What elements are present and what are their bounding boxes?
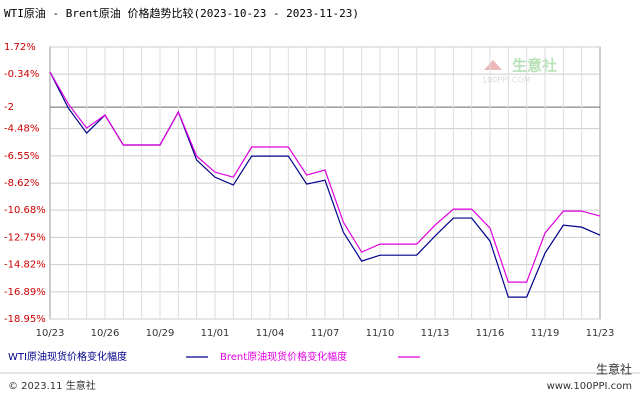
footer: © 2023.11 生意社	[8, 379, 96, 392]
x-tick-label: 10/26	[91, 328, 120, 339]
watermark-text: 生意社	[512, 57, 557, 75]
x-tick-label: 11/19	[531, 328, 560, 339]
x-tick-label: 10/23	[36, 328, 65, 339]
y-tick-label: -6.55%	[4, 151, 39, 162]
x-tick-label: 11/04	[256, 328, 285, 339]
logo	[484, 60, 502, 70]
watermark: 生意社 100PPI.COM	[482, 57, 557, 85]
x-tick-label: 11/16	[476, 328, 505, 339]
x-tick-label: 11/23	[586, 328, 615, 339]
site: www.100PPI.com	[547, 381, 632, 392]
y-tick-label: -8.62%	[4, 178, 39, 189]
y-tick-label: -18.95%	[4, 314, 46, 325]
y-tick-label: -12.75%	[4, 232, 46, 243]
y-tick-label: -16.89%	[4, 287, 46, 298]
y-tick-label: -14.82%	[4, 260, 46, 271]
y-tick-label: -10.68%	[4, 205, 46, 216]
legend-label: WTI原油现货价格变化幅度	[8, 350, 127, 363]
y-tick-label: -2	[4, 102, 14, 113]
x-tick-label: 11/13	[421, 328, 450, 339]
badge: 生意社	[596, 362, 632, 377]
x-tick-label: 11/10	[366, 328, 395, 339]
watermark-sub: 100PPI.COM	[482, 76, 531, 85]
line	[49, 71, 601, 283]
x-tick-label: 11/07	[311, 328, 340, 339]
legend-label: Brent原油现货价格变化幅度	[220, 350, 347, 363]
y-tick-label: -0.34%	[4, 69, 39, 80]
chart-title: WTI原油 - Brent原油 价格趋势比较(2023-10-23 - 2023…	[4, 6, 359, 20]
y-tick-label: 1.72%	[4, 42, 36, 53]
x-tick-label: 11/01	[201, 328, 230, 339]
y-tick-label: -4.48%	[4, 124, 39, 135]
x-tick-label: 10/29	[146, 328, 175, 339]
